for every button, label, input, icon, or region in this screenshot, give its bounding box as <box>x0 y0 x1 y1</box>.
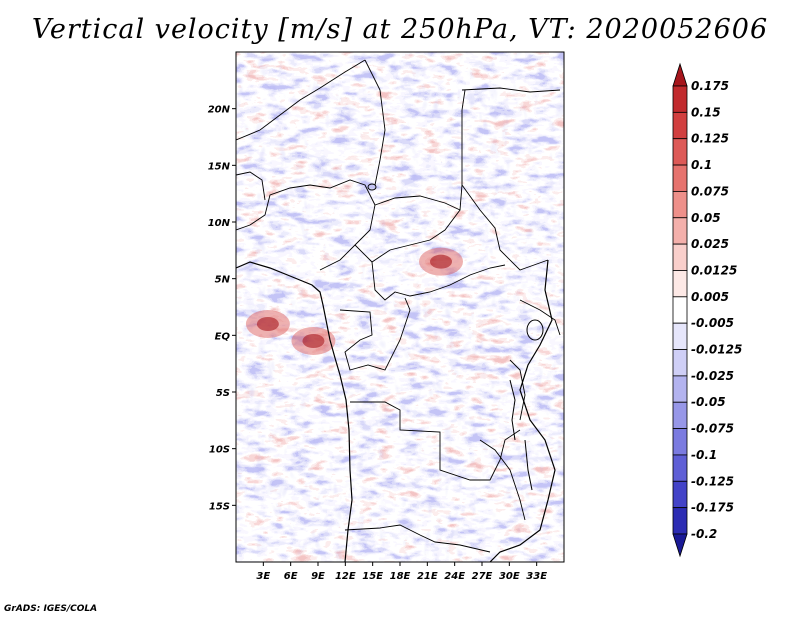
colorbar-label: -0.1 <box>691 448 717 462</box>
lon-tick-label: 24E <box>444 571 465 582</box>
lon-tick-label: 6E <box>284 571 298 582</box>
colorbar-segment <box>672 217 688 245</box>
colorbar-label: 0.075 <box>691 184 729 198</box>
colorbar-label: 0.175 <box>691 79 729 93</box>
lon-tick-label: 18E <box>390 571 411 582</box>
lat-tick-label: 5N <box>215 275 231 286</box>
colorbar-label: 0.15 <box>691 105 721 119</box>
colorbar-label: -0.0125 <box>691 343 742 357</box>
hotspot-gulf-of-guinea <box>256 317 279 331</box>
lon-tick-label: 15E <box>362 571 383 582</box>
grads-credit: GrADS: IGES/COLA <box>4 604 98 614</box>
lakes <box>367 183 544 491</box>
lon-tick-label: 27E <box>472 571 493 582</box>
lon-tick-label: 21E <box>417 571 438 582</box>
lon-tick-label: 3E <box>256 571 270 582</box>
colorbar-segment <box>672 401 688 429</box>
colorbar-label: -0.125 <box>691 474 734 488</box>
colorbar-segment <box>672 191 688 219</box>
lat-tick-label: 10N <box>208 218 231 229</box>
country-borders <box>236 59 561 553</box>
colorbar-label: 0.005 <box>691 290 729 304</box>
colorbar-label: 0.05 <box>691 211 721 225</box>
lat-tick-label: 10S <box>209 445 230 456</box>
map-plot-area <box>236 52 564 562</box>
colorbar-label: -0.075 <box>691 422 734 436</box>
colorbar-segment <box>672 138 688 166</box>
lon-tick-label: 33E <box>526 571 547 582</box>
lat-tick-label: EQ <box>215 331 231 342</box>
colorbar-label: 0.125 <box>691 132 729 146</box>
colorbar-segment <box>672 375 688 403</box>
lat-tick-label: 5S <box>216 388 230 399</box>
colorbar-label: -0.2 <box>691 527 717 541</box>
colorbar-segment <box>672 243 688 271</box>
lon-tick-label: 30E <box>499 571 520 582</box>
colorbar-bottom-arrow <box>672 533 688 558</box>
colorbar-label: 0.1 <box>691 158 712 172</box>
colorbar-segment <box>672 164 688 192</box>
colorbar-segment <box>672 428 688 456</box>
lon-tick-label: 12E <box>335 571 356 582</box>
colorbar-segment <box>672 296 688 324</box>
colorbar-label: -0.175 <box>691 501 734 515</box>
lat-tick-label: 15N <box>208 161 231 172</box>
colorbar-label: -0.05 <box>691 395 726 409</box>
colorbar-segment <box>672 349 688 377</box>
lat-tick-label: 20N <box>208 105 231 116</box>
colorbar: 0.175 0.15 0.125 0.1 0.075 0.05 0.025 0.0125 0.0… <box>672 62 742 558</box>
colorbar-label: 0.025 <box>691 237 729 251</box>
colorbar-segment <box>672 111 688 140</box>
colorbar-segment <box>672 85 688 113</box>
colorbar-label: -0.005 <box>691 316 734 330</box>
velocity-field-texture <box>236 52 564 562</box>
map-title: Vertical velocity [m/s] at 250hPa, VT: 2… <box>31 14 769 45</box>
longitude-axis: 3E 6E 9E 12E 15E 18E 21E 24E 27E 30E 33E <box>256 562 547 582</box>
colorbar-segment <box>672 480 688 509</box>
colorbar-label: -0.025 <box>691 369 734 383</box>
colorbar-top-arrow <box>672 62 688 87</box>
colorbar-segment <box>672 322 688 350</box>
colorbar-segment <box>672 507 688 535</box>
hotspot-central-african-republic <box>430 254 452 269</box>
lon-tick-label: 9E <box>311 571 325 582</box>
colorbar-segment <box>672 454 688 482</box>
hotspot-gabon-coast <box>302 334 325 348</box>
latitude-axis: 20N 15N 10N 5N EQ 5S 10S 15S <box>208 105 236 512</box>
colorbar-segment <box>672 270 688 298</box>
coastline <box>236 259 556 562</box>
lat-tick-label: 15S <box>209 501 230 512</box>
colorbar-label: 0.0125 <box>691 263 737 277</box>
